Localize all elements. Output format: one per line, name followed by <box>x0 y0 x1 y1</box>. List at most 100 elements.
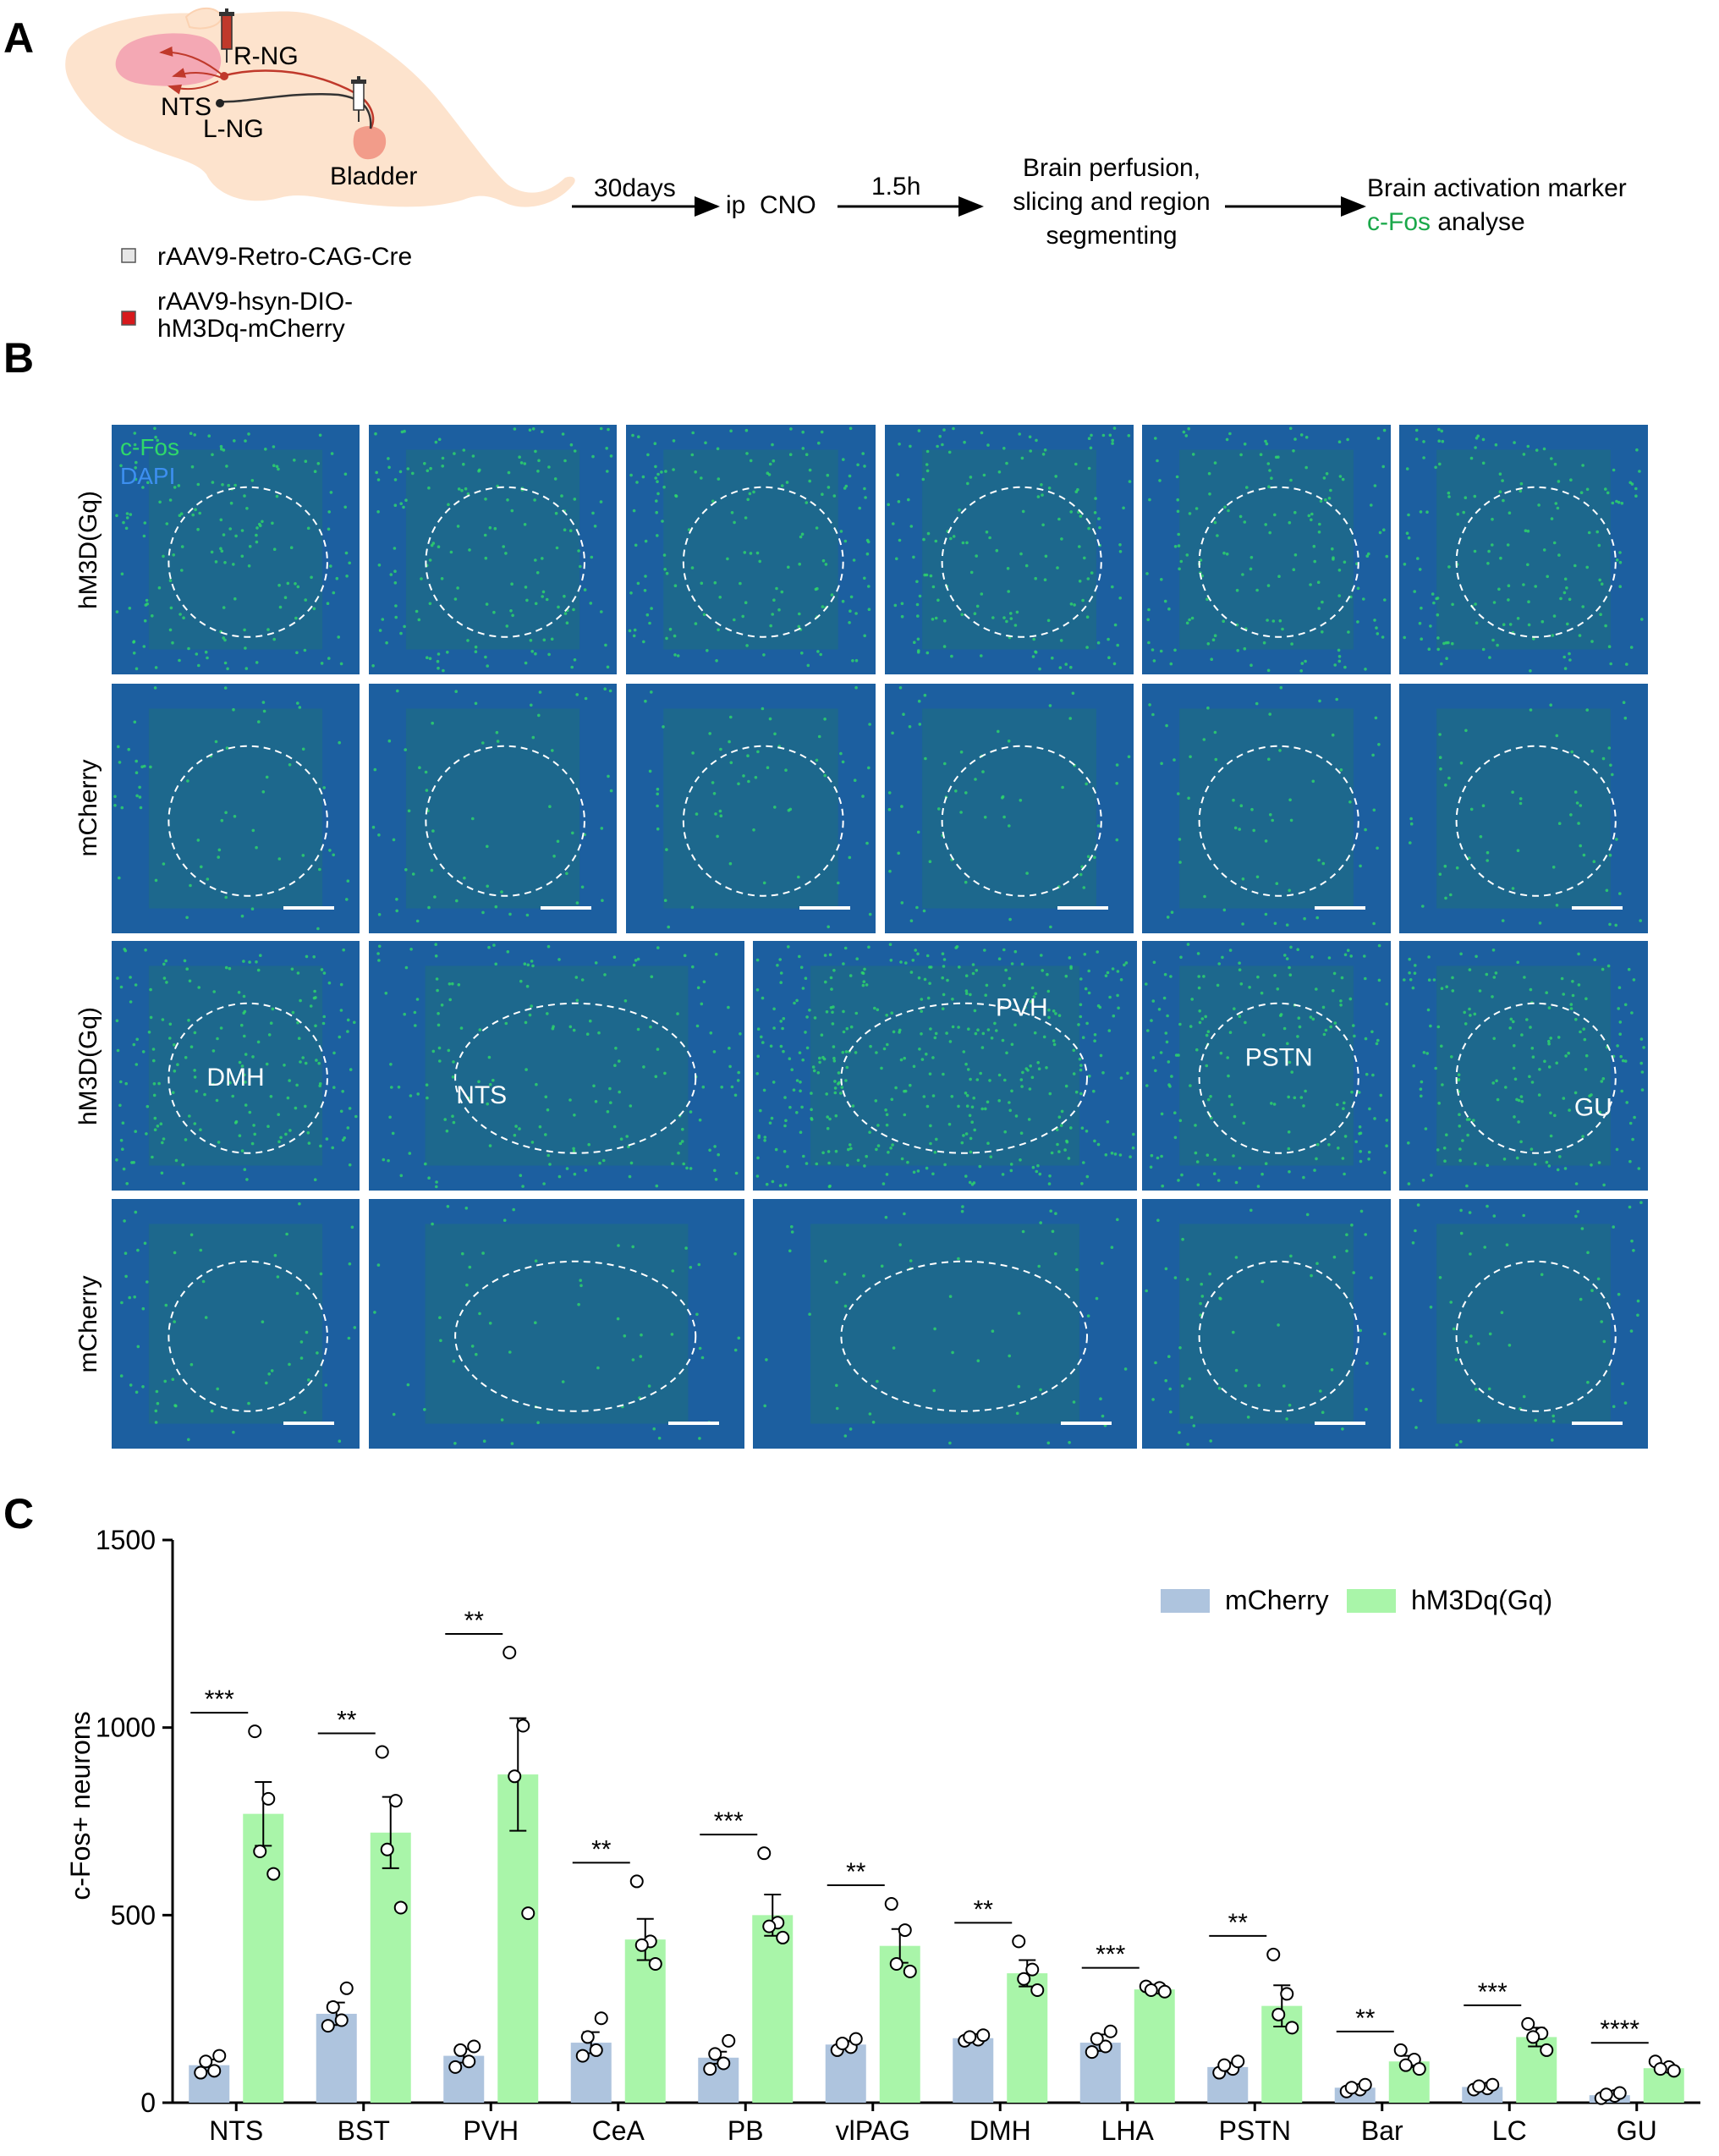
cfos-cell <box>124 1081 128 1086</box>
cfos-cell <box>1607 645 1612 648</box>
cfos-cell <box>1185 553 1189 557</box>
cfos-cell <box>810 1092 813 1095</box>
cfos-cell <box>1232 798 1235 802</box>
cfos-cell <box>462 462 465 466</box>
cfos-cell <box>929 1124 932 1128</box>
cfos-cell <box>1118 550 1123 553</box>
cfos-cell <box>1037 1067 1041 1070</box>
cfos-cell <box>1159 649 1163 653</box>
cfos-cell <box>800 652 804 655</box>
cfos-cell <box>1019 552 1023 556</box>
timeline-1-5h: 1.5h <box>871 173 920 201</box>
cfos-cell <box>946 978 949 982</box>
cfos-cell <box>1519 801 1523 806</box>
tissue-region <box>810 965 1079 1166</box>
cfos-cell <box>1463 1010 1466 1015</box>
cfos-cell <box>1007 590 1010 593</box>
cfos-cell <box>1520 1099 1524 1103</box>
cfos-cell <box>152 1082 157 1086</box>
cfos-cell <box>1188 1377 1192 1381</box>
cfos-cell <box>628 1174 632 1179</box>
cfos-cell <box>654 1075 658 1079</box>
cfos-cell <box>523 962 527 965</box>
cfos-cell <box>298 1202 301 1206</box>
cfos-cell <box>264 448 267 451</box>
cfos-cell <box>327 510 332 514</box>
cfos-cell <box>969 476 973 479</box>
cfos-cell <box>1337 659 1342 663</box>
region-outline <box>168 486 328 638</box>
cfos-cell <box>1228 949 1233 952</box>
cfos-cell <box>1112 426 1117 430</box>
cfos-cell <box>960 1209 964 1213</box>
cfos-cell <box>1002 815 1006 819</box>
cfos-cell <box>925 573 929 577</box>
cfos-cell <box>258 522 261 526</box>
cfos-cell <box>639 1355 643 1358</box>
cfos-cell <box>783 1124 787 1128</box>
cfos-cell <box>271 521 274 525</box>
cfos-cell <box>512 1207 515 1212</box>
cfos-cell <box>584 696 588 701</box>
cfos-cell <box>1043 578 1047 581</box>
cfos-cell <box>1069 966 1073 971</box>
cfos-cell <box>1481 461 1486 465</box>
cfos-cell <box>1496 643 1499 647</box>
cfos-cell <box>391 1131 395 1136</box>
cfos-cell <box>885 1014 888 1017</box>
cfos-cell <box>788 1057 792 1060</box>
legend-label-hm3dq: hM3Dq(Gq) <box>1411 1585 1552 1615</box>
micrograph-mcherry-cea <box>369 684 617 933</box>
cfos-cell <box>1337 594 1341 597</box>
cfos-cell <box>1332 989 1335 993</box>
cfos-cell <box>1264 1162 1268 1165</box>
data-point <box>1231 2054 1245 2069</box>
cfos-cell <box>1569 478 1573 481</box>
cfos-cell <box>563 459 567 463</box>
cfos-cell <box>265 1381 268 1385</box>
cfos-cell <box>1332 558 1335 561</box>
cfos-cell <box>830 593 834 597</box>
cfos-cell <box>1619 1054 1623 1059</box>
cfos-cell <box>1265 442 1269 446</box>
cfos-cell <box>1449 1301 1453 1304</box>
cfos-cell <box>975 1078 980 1081</box>
analyse-text: analyse <box>1431 208 1525 236</box>
cfos-cell <box>1475 437 1479 440</box>
cfos-cell <box>1154 1361 1157 1365</box>
data-point <box>889 1956 903 1971</box>
cfos-cell <box>1003 1130 1007 1134</box>
timeline-ip-cno: ip CNO <box>726 191 816 219</box>
cfos-cell <box>1335 697 1338 701</box>
cfos-cell <box>933 1327 936 1331</box>
cfos-cell <box>1444 784 1447 787</box>
cfos-cell <box>827 1161 831 1165</box>
cfos-cell <box>1178 567 1181 571</box>
cfos-cell <box>947 1122 952 1126</box>
cfos-cell <box>524 661 528 665</box>
cfos-cell <box>1075 1268 1079 1272</box>
cfos-cell <box>464 1207 469 1210</box>
cfos-cell <box>288 1129 292 1132</box>
cfos-cell <box>1469 1252 1472 1256</box>
data-point <box>1612 2086 1627 2100</box>
cfos-cell <box>1459 762 1464 765</box>
cfos-cell <box>806 663 810 668</box>
cfos-cell <box>1047 1015 1051 1020</box>
cfos-cell <box>771 1180 775 1184</box>
cfos-cell <box>979 1071 982 1075</box>
cfos-cell <box>832 1056 836 1060</box>
cfos-cell <box>1630 1239 1634 1243</box>
cfos-cell <box>486 844 489 849</box>
cfos-cell <box>1205 1064 1209 1068</box>
cfos-cell <box>471 817 475 821</box>
cfos-cell <box>1491 543 1494 547</box>
cfos-cell <box>296 971 300 975</box>
cfos-cell <box>1300 662 1304 665</box>
cfos-cell <box>1178 861 1182 864</box>
cfos-cell <box>436 659 440 663</box>
cfos-cell <box>1445 985 1448 988</box>
y-axis-title: c-Fos+ neurons <box>65 1711 96 1900</box>
cfos-cell <box>1508 1026 1512 1030</box>
cfos-cell <box>743 551 747 554</box>
